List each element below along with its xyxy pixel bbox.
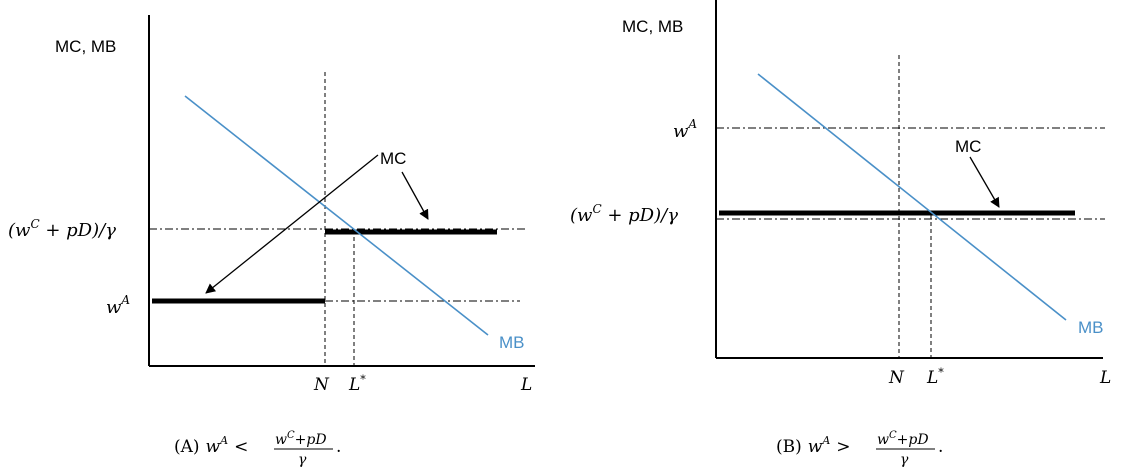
panel-b-mc-arrow xyxy=(969,156,1000,208)
svg-text:wC+pD: wC+pD xyxy=(877,430,929,448)
svg-text:.: . xyxy=(336,437,341,457)
panel-a-mb-label: MB xyxy=(499,333,525,352)
panel-a: MC, MB MC MB (wC + pD)/γ wA N L* L (A) wA… xyxy=(8,15,535,468)
panel-b-caption-fraction: wC+pD γ . xyxy=(876,430,943,468)
panel-b-caption: (B) wA > xyxy=(776,434,851,457)
panel-a-mc-arrow-right xyxy=(401,171,429,220)
panel-b-mb-line xyxy=(757,73,1067,321)
panel-a-mc-arrow-left xyxy=(205,154,379,294)
svg-text:γ: γ xyxy=(298,452,307,468)
panel-a-tick-lstar: L* xyxy=(348,373,366,395)
panel-b-tick-lstar: L* xyxy=(926,366,944,388)
panel-b-level-low-label: (wC + pD)/γ xyxy=(570,202,678,226)
panel-a-mc-label: MC xyxy=(380,149,406,168)
panel-b: MC, MB MC MB wA (wC + pD)/γ N L* L (B) wA… xyxy=(570,0,1111,468)
panel-b-tick-n: N xyxy=(888,368,905,388)
panel-a-level-low-label: wA xyxy=(106,293,130,318)
panel-b-level-high-label: wA xyxy=(673,117,697,142)
panel-a-mb-line xyxy=(184,95,489,336)
panel-a-level-high-label: (wC + pD)/γ xyxy=(8,217,116,241)
svg-text:.: . xyxy=(938,437,943,457)
panel-b-x-axis-label: L xyxy=(1099,368,1111,388)
panel-b-mb-label: MB xyxy=(1078,318,1104,337)
panel-a-tick-n: N xyxy=(313,375,330,395)
panel-a-caption-fraction: wC+pD γ . xyxy=(274,430,341,468)
panel-a-caption: (A) wA < xyxy=(174,434,248,457)
panel-b-y-axis-label: MC, MB xyxy=(622,17,683,36)
svg-text:wC+pD: wC+pD xyxy=(275,430,327,448)
svg-text:γ: γ xyxy=(900,452,909,468)
panel-b-mc-label: MC xyxy=(955,137,981,156)
panel-a-x-axis-label: L xyxy=(520,375,532,395)
panel-a-y-axis-label: MC, MB xyxy=(55,37,116,56)
